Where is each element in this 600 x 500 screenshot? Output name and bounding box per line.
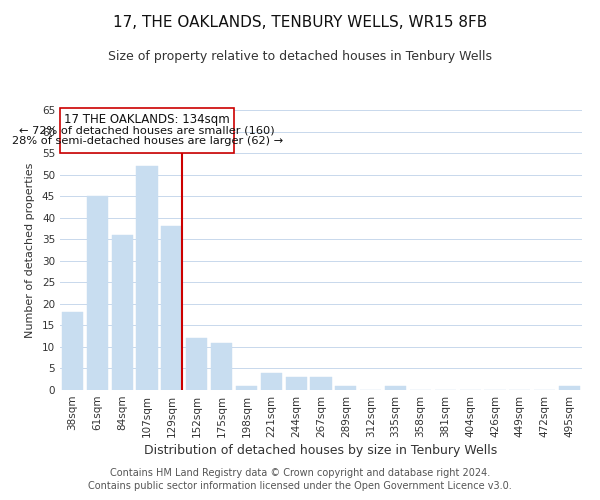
Text: ← 72% of detached houses are smaller (160): ← 72% of detached houses are smaller (16… [19, 125, 275, 135]
Bar [161, 226, 182, 390]
Bar [261, 373, 282, 390]
FancyBboxPatch shape [61, 108, 234, 153]
Text: Contains public sector information licensed under the Open Government Licence v3: Contains public sector information licen… [88, 481, 512, 491]
Text: 17, THE OAKLANDS, TENBURY WELLS, WR15 8FB: 17, THE OAKLANDS, TENBURY WELLS, WR15 8F… [113, 15, 487, 30]
Text: 28% of semi-detached houses are larger (62) →: 28% of semi-detached houses are larger (… [11, 136, 283, 146]
Bar [112, 235, 133, 390]
Text: Size of property relative to detached houses in Tenbury Wells: Size of property relative to detached ho… [108, 50, 492, 63]
Bar [310, 377, 332, 390]
Bar [335, 386, 356, 390]
Text: Contains HM Land Registry data © Crown copyright and database right 2024.: Contains HM Land Registry data © Crown c… [110, 468, 490, 477]
Bar [87, 196, 108, 390]
Y-axis label: Number of detached properties: Number of detached properties [25, 162, 35, 338]
Bar [136, 166, 158, 390]
Bar [211, 342, 232, 390]
Bar [62, 312, 83, 390]
Text: 17 THE OAKLANDS: 134sqm: 17 THE OAKLANDS: 134sqm [64, 114, 230, 126]
Bar [186, 338, 207, 390]
Bar [559, 386, 580, 390]
Bar [236, 386, 257, 390]
Bar [385, 386, 406, 390]
X-axis label: Distribution of detached houses by size in Tenbury Wells: Distribution of detached houses by size … [145, 444, 497, 457]
Bar [286, 377, 307, 390]
